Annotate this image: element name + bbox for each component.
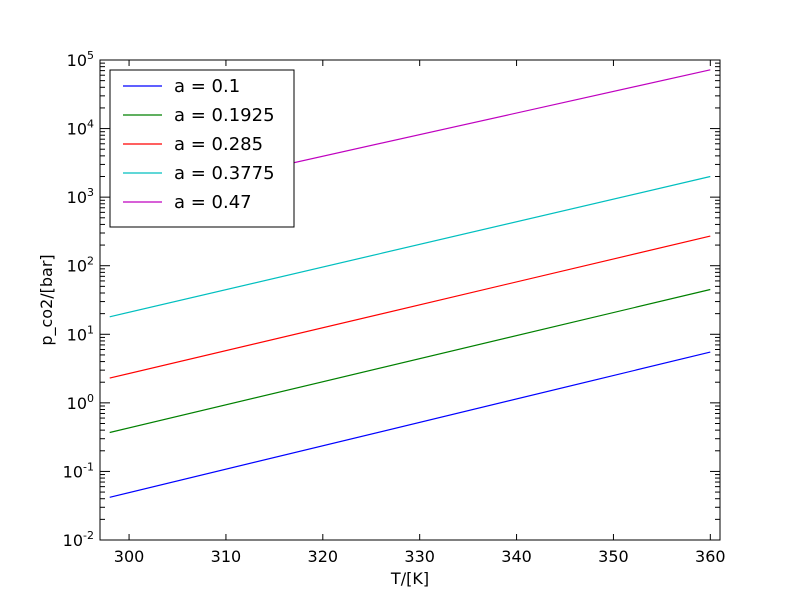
x-tick-label: 360 — [695, 547, 726, 566]
series-line-1 — [109, 351, 711, 498]
y-tick-label: 101 — [67, 323, 94, 344]
y-axis: 10-2 10-1 100 101 102 103 104 105 — [63, 49, 720, 550]
y-tick-label: 105 — [67, 49, 94, 70]
legend-label: a = 0.3775 — [174, 163, 275, 184]
series-line-3 — [109, 235, 711, 379]
series-layer — [109, 69, 711, 498]
y-tick-label: 10-2 — [63, 529, 94, 550]
y-tick-label: 103 — [67, 186, 94, 207]
y-tick-label: 102 — [67, 255, 94, 276]
x-axis: 300 310 320 330 340 350 360 — [114, 60, 726, 566]
legend-label: a = 0.285 — [174, 134, 263, 155]
y-axis-label: p_co2/[bar] — [37, 254, 57, 345]
legend: a = 0.1 a = 0.1925 a = 0.285 a = 0.3775 a = … — [109, 69, 295, 228]
x-tick-label: 350 — [598, 547, 629, 566]
legend-label: a = 0.1 — [174, 76, 240, 97]
legend-box — [109, 69, 295, 228]
plot-frame — [99, 59, 721, 541]
y-tick-label: 10-1 — [63, 460, 94, 481]
x-tick-label: 300 — [114, 547, 145, 566]
x-axis-label: T/[K] — [390, 569, 429, 588]
series-line-2 — [109, 288, 711, 434]
y-tick-label: 104 — [67, 118, 94, 139]
x-tick-label: 310 — [211, 547, 242, 566]
legend-label: a = 0.1925 — [174, 105, 275, 126]
series-line-4 — [109, 175, 711, 318]
x-tick-label: 340 — [501, 547, 532, 566]
x-tick-label: 320 — [308, 547, 339, 566]
y-tick-label: 100 — [67, 392, 94, 413]
legend-label: a = 0.47 — [174, 192, 252, 213]
x-tick-label: 330 — [404, 547, 435, 566]
